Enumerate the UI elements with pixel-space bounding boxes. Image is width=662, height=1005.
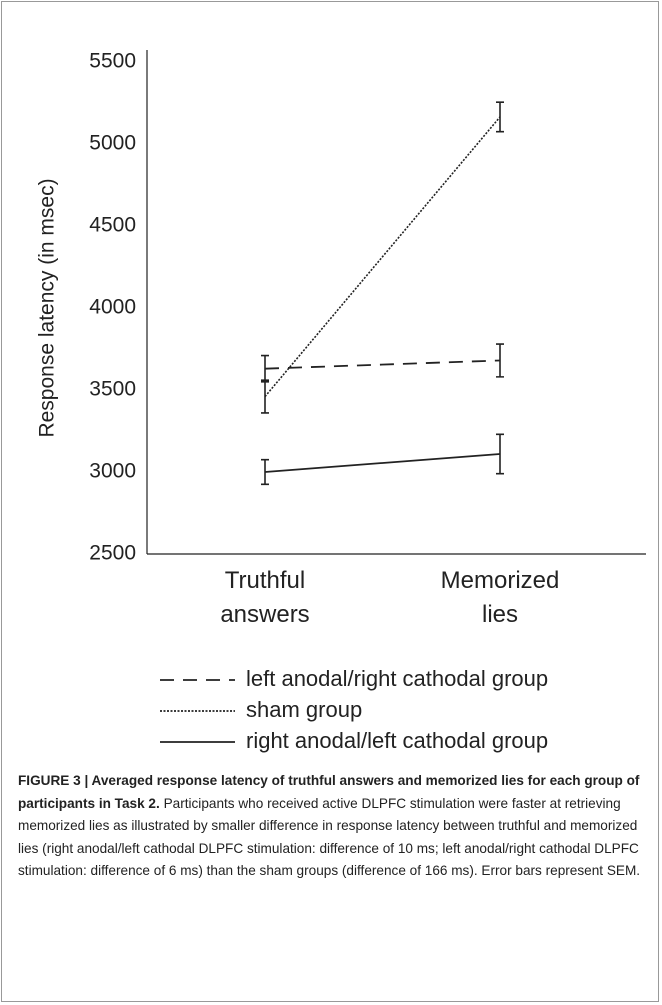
series-line [264, 116, 501, 398]
y-tick-label: 4000 [89, 296, 136, 319]
error-bar [261, 379, 269, 414]
error-bar [261, 458, 269, 486]
chart: Response latency (in msec) 2500 3000 3500 4… [36, 50, 646, 753]
x-tick-label-line: answers [220, 601, 309, 628]
x-tick-label-line: Truthful [225, 567, 305, 594]
x-tick-label: Truthful answers [220, 567, 309, 628]
x-tick-label: Memorized lies [441, 567, 560, 628]
legend-label: left anodal/right cathodal group [246, 666, 548, 691]
y-axis-label: Response latency (in msec) [36, 178, 59, 437]
y-tick-label: 3500 [89, 378, 136, 401]
y-tick-label: 3000 [89, 460, 136, 483]
series-line [264, 453, 501, 473]
error-bar [496, 343, 504, 378]
y-tick-label: 2500 [89, 542, 136, 565]
series-line [264, 359, 501, 370]
error-bar [496, 433, 504, 475]
caption-body: Participants who received active DLPFC s… [18, 795, 641, 879]
y-tick-label: 5500 [89, 50, 136, 73]
x-tick-label-line: Memorized [441, 567, 560, 594]
y-tick-label: 5000 [89, 132, 136, 155]
legend-label: right anodal/left cathodal group [246, 728, 548, 753]
caption: FIGURE 3 | Averaged response latency of … [18, 770, 648, 883]
y-tick-label: 4500 [89, 214, 136, 237]
error-bar [496, 101, 504, 133]
caption-title: FIGURE 3 | Averaged response latency of … [18, 773, 640, 811]
x-tick-label-line: lies [482, 601, 518, 628]
legend-label: sham group [246, 697, 362, 722]
